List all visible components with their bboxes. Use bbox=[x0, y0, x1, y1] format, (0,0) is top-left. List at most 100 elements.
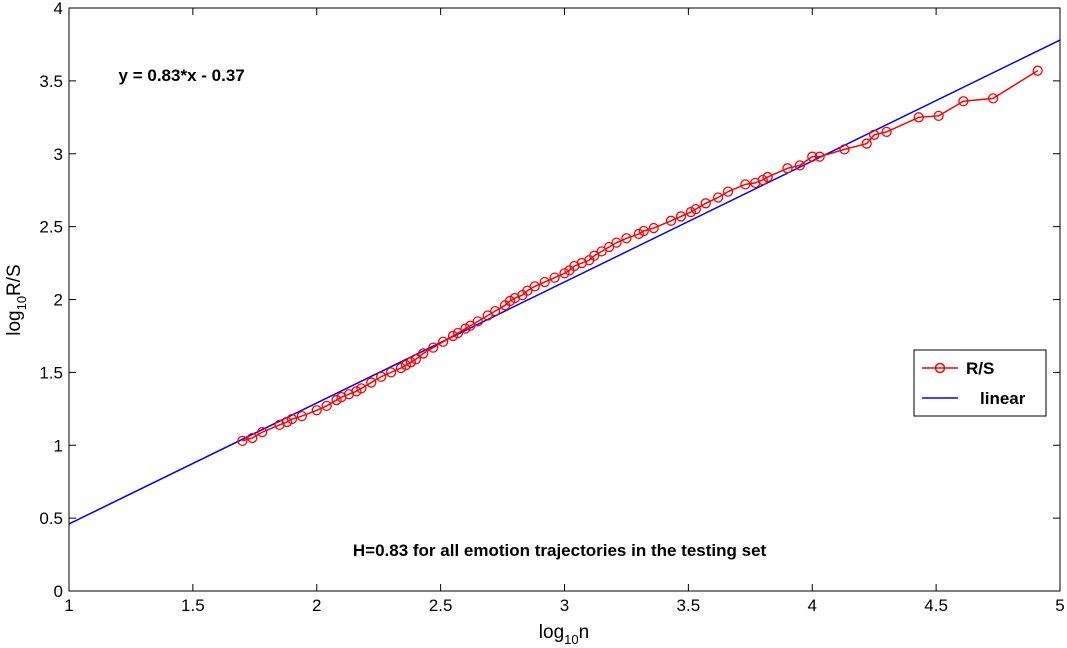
rs-point bbox=[549, 272, 560, 283]
rs-point bbox=[247, 432, 258, 444]
y-tick-labels: 0 0.5 1 1.5 2 2.5 3 3.5 4 bbox=[39, 0, 63, 601]
x-tick-label: 4.5 bbox=[924, 596, 948, 615]
rs-point bbox=[356, 383, 367, 394]
rs-point bbox=[958, 96, 969, 107]
rs-point bbox=[839, 144, 850, 155]
ticks-layer bbox=[68, 7, 1061, 592]
rs-point bbox=[465, 320, 476, 331]
rs-point bbox=[987, 93, 999, 104]
rs-point bbox=[452, 327, 464, 339]
rs-point bbox=[794, 160, 806, 171]
y-tick-label: 0.5 bbox=[39, 509, 63, 528]
rs-point bbox=[633, 228, 644, 240]
rs-point bbox=[814, 151, 825, 162]
x-tick-label: 3.5 bbox=[677, 596, 701, 615]
rs-point bbox=[757, 174, 768, 186]
y-tick-label: 3 bbox=[54, 145, 63, 164]
rs-point bbox=[539, 276, 550, 288]
legend-label-rs: R/S bbox=[966, 359, 994, 378]
series-line-linear bbox=[68, 39, 1061, 525]
rs-point bbox=[366, 377, 377, 388]
plot-area bbox=[69, 8, 1060, 591]
legend-label-linear: linear bbox=[980, 389, 1026, 408]
rs-point bbox=[648, 222, 659, 234]
rs-point bbox=[405, 357, 417, 368]
rs-point bbox=[286, 413, 298, 425]
y-tick-label: 3.5 bbox=[39, 72, 63, 91]
series-line-rs bbox=[242, 70, 1039, 442]
x-tick-label: 2.5 bbox=[429, 596, 453, 615]
rs-point bbox=[482, 310, 493, 321]
rs-point bbox=[762, 171, 773, 183]
rs-point bbox=[638, 225, 649, 237]
rs-point bbox=[913, 112, 924, 123]
y-axis-label: log10R/S bbox=[4, 264, 29, 336]
rs-point bbox=[589, 250, 600, 261]
rs-point bbox=[395, 362, 407, 374]
rs-point bbox=[489, 306, 501, 317]
x-tick-labels: 1 1.5 2 2.5 3 3.5 4 4.5 5 bbox=[64, 596, 1064, 615]
y-tick-label: 0 bbox=[54, 582, 63, 601]
rs-point bbox=[472, 316, 483, 327]
rs-point bbox=[376, 371, 387, 382]
annotations-layer: y = 0.83*x - 0.37 H=0.83 for all emotion … bbox=[119, 66, 767, 560]
rs-point bbox=[611, 237, 622, 248]
rs-point bbox=[740, 179, 751, 190]
x-tick-label: 2 bbox=[312, 596, 321, 615]
rs-point bbox=[351, 386, 362, 397]
rs-point bbox=[400, 359, 412, 371]
x-tick-label: 1.5 bbox=[181, 596, 205, 615]
rs-point bbox=[460, 323, 471, 334]
legend-box bbox=[913, 349, 1047, 417]
rs-point bbox=[437, 336, 449, 347]
x-tick-label: 1 bbox=[64, 596, 73, 615]
rs-point bbox=[675, 211, 687, 222]
x-tick-label: 5 bbox=[1055, 596, 1064, 615]
rs-point bbox=[559, 268, 570, 279]
rs-point bbox=[603, 241, 615, 253]
legend: R/S linear bbox=[913, 349, 1047, 417]
legend-swatch-rs-marker bbox=[934, 362, 946, 374]
rs-point bbox=[321, 400, 332, 412]
rs-point bbox=[869, 129, 880, 140]
y-tick-label: 1.5 bbox=[39, 363, 63, 382]
rs-point bbox=[410, 354, 422, 365]
rs-point bbox=[933, 110, 944, 122]
rs-point bbox=[807, 151, 818, 162]
y-tick-label: 1 bbox=[54, 436, 63, 455]
rs-point bbox=[237, 435, 248, 447]
x-axis-label: log10n bbox=[539, 622, 589, 647]
rs-point bbox=[257, 426, 268, 438]
rs-point bbox=[700, 198, 711, 209]
series-layer bbox=[68, 39, 1061, 525]
rs-point bbox=[428, 342, 439, 353]
rs-point bbox=[621, 233, 632, 244]
rs-point bbox=[296, 410, 308, 422]
annotation-hurst-note: H=0.83 for all emotion trajectories in t… bbox=[353, 541, 767, 560]
rs-point bbox=[881, 126, 892, 138]
rs-point bbox=[690, 203, 701, 215]
rs-point bbox=[685, 206, 697, 218]
rs-point bbox=[529, 281, 540, 292]
x-tick-label: 3 bbox=[560, 596, 569, 615]
annotation-equation: y = 0.83*x - 0.37 bbox=[119, 66, 245, 85]
rs-point bbox=[1032, 65, 1043, 76]
rs-point bbox=[782, 163, 793, 174]
rs-point bbox=[522, 285, 533, 296]
rs-point bbox=[712, 192, 724, 203]
rs-point bbox=[385, 367, 397, 378]
rs-point bbox=[281, 416, 293, 428]
rs-point bbox=[861, 138, 872, 149]
y-tick-label: 2.5 bbox=[39, 218, 63, 237]
rs-point bbox=[331, 394, 342, 406]
rs-point bbox=[665, 215, 677, 226]
rs-point bbox=[418, 348, 429, 359]
rs-point bbox=[447, 330, 459, 342]
rs-point bbox=[504, 295, 516, 307]
y-tick-label: 2 bbox=[54, 291, 63, 310]
rs-point bbox=[311, 405, 322, 416]
x-tick-label: 4 bbox=[808, 596, 817, 615]
rs-point bbox=[596, 246, 607, 257]
rs-point bbox=[722, 186, 734, 197]
